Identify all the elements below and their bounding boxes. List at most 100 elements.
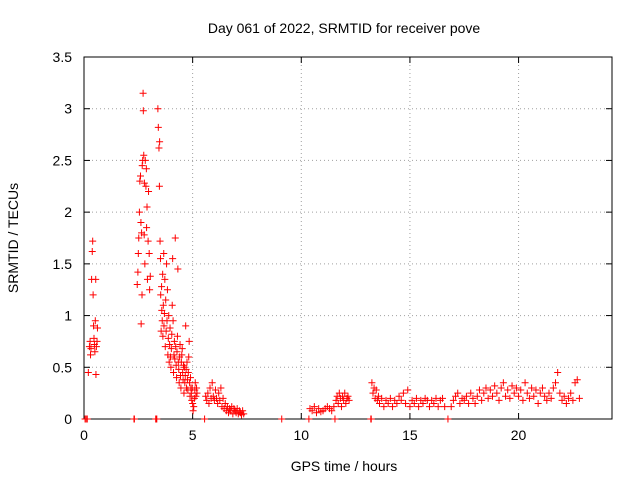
- data-point: [434, 403, 442, 411]
- data-point: [415, 403, 423, 411]
- data-point: [185, 353, 193, 361]
- data-point: [497, 384, 505, 392]
- data-point: [558, 396, 566, 404]
- data-point: [137, 320, 145, 328]
- data-point: [141, 260, 149, 268]
- y-tick-label: 2.5: [53, 152, 73, 168]
- data-point: [480, 389, 488, 397]
- data-point: [462, 392, 470, 400]
- data-point: [502, 392, 510, 400]
- data-point: [278, 415, 286, 423]
- data-point: [575, 394, 583, 402]
- data-point: [168, 330, 176, 338]
- data-point: [180, 389, 188, 397]
- data-point: [491, 382, 499, 390]
- data-point: [89, 237, 97, 245]
- data-point: [157, 291, 165, 299]
- data-point: [146, 272, 154, 280]
- data-point: [573, 376, 581, 384]
- x-axis-label: GPS time / hours: [291, 458, 398, 474]
- data-point: [165, 358, 173, 366]
- data-point: [86, 337, 94, 345]
- data-point: [141, 156, 149, 164]
- data-point: [345, 396, 353, 404]
- data-point: [173, 374, 181, 382]
- data-point: [136, 172, 144, 180]
- data-point: [389, 403, 397, 411]
- chart-title: Day 061 of 2022, SRMTID for receiver pov…: [208, 20, 481, 36]
- data-point: [342, 399, 350, 407]
- data-point: [465, 399, 473, 407]
- x-tick-label: 0: [80, 427, 88, 443]
- data-point: [159, 301, 167, 309]
- data-point: [184, 368, 192, 376]
- data-point: [467, 389, 475, 397]
- data-point: [153, 415, 161, 423]
- data-point: [169, 317, 177, 325]
- data-point: [190, 403, 198, 411]
- data-point: [404, 386, 412, 394]
- data-point: [165, 312, 173, 320]
- y-axis-label: SRMTID / TECUs: [5, 183, 21, 293]
- data-point: [155, 182, 163, 190]
- data-point: [430, 399, 438, 407]
- data-point: [376, 399, 384, 407]
- data-point: [517, 386, 525, 394]
- data-point: [155, 144, 163, 152]
- data-point: [410, 399, 418, 407]
- data-point: [554, 368, 562, 376]
- data-point: [372, 386, 380, 394]
- data-point: [139, 107, 147, 115]
- data-point: [159, 270, 167, 278]
- data-point: [142, 182, 150, 190]
- data-point: [536, 389, 544, 397]
- x-tick-label: 5: [189, 427, 197, 443]
- x-tick-label: 15: [402, 427, 418, 443]
- data-point: [176, 341, 184, 349]
- y-tick-label: 2: [64, 204, 72, 220]
- data-point: [441, 403, 449, 411]
- data-point: [495, 396, 503, 404]
- axis-ticks: 0 5 10 15 20 0 0.5 1 1.5 2 2.5 3 3.5: [53, 49, 612, 443]
- data-point: [506, 394, 514, 402]
- data-point: [368, 379, 376, 387]
- data-point: [493, 389, 501, 397]
- data-point: [478, 396, 486, 404]
- data-point: [439, 394, 447, 402]
- data-point: [449, 396, 457, 404]
- data-point: [341, 389, 349, 397]
- data-point: [484, 394, 492, 402]
- data-point: [134, 250, 142, 258]
- data-point: [208, 379, 216, 387]
- data-point: [156, 138, 164, 146]
- data-point: [93, 337, 101, 345]
- data-point: [154, 123, 162, 131]
- data-point: [510, 389, 518, 397]
- data-point: [454, 389, 462, 397]
- data-point: [173, 332, 181, 340]
- data-point: [344, 392, 352, 400]
- data-point: [161, 343, 169, 351]
- data-point: [369, 389, 377, 397]
- data-point: [143, 224, 151, 232]
- data-point: [528, 384, 536, 392]
- data-point: [395, 392, 403, 400]
- data-point: [162, 296, 170, 304]
- data-point: [569, 396, 577, 404]
- data-point: [204, 389, 212, 397]
- data-point: [191, 379, 199, 387]
- data-point: [89, 291, 97, 299]
- data-point: [380, 403, 388, 411]
- data-point: [138, 291, 146, 299]
- data-point: [87, 351, 95, 359]
- data-points: [81, 89, 583, 423]
- data-point: [567, 389, 575, 397]
- data-point: [201, 415, 209, 423]
- data-point: [154, 105, 162, 113]
- data-point: [145, 187, 153, 195]
- data-point: [447, 403, 455, 411]
- data-point: [525, 394, 533, 402]
- data-point: [92, 371, 100, 379]
